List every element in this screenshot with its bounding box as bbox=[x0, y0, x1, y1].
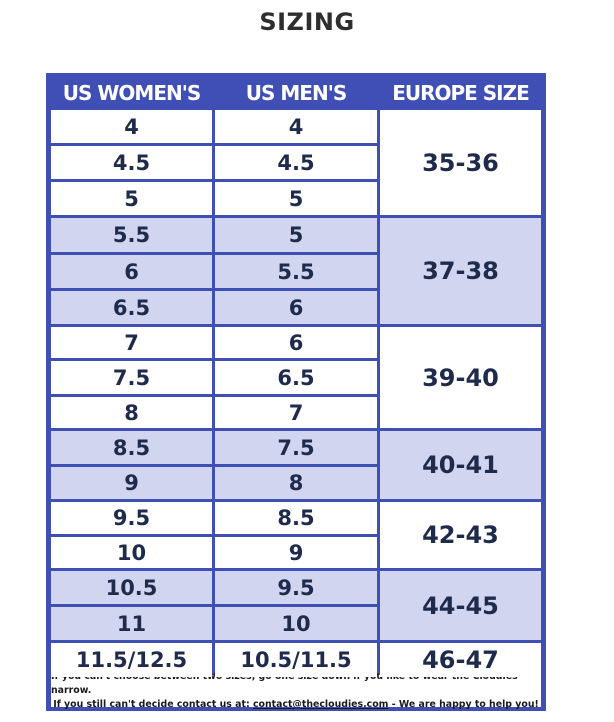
us-womens-size-cell: 4.5 bbox=[51, 146, 212, 179]
header-us-mens: US MEN'S bbox=[245, 80, 347, 105]
us-womens-size-cell: 10 bbox=[51, 537, 212, 568]
us-mens-size-cell: 8 bbox=[215, 467, 377, 499]
size-chart-table: If you can't choose between two sizes, g… bbox=[46, 73, 546, 711]
us-mens-size-cell: 4 bbox=[215, 110, 377, 143]
us-womens-size-cell: 8.5 bbox=[51, 431, 212, 464]
us-mens-size-cell: 5.5 bbox=[215, 255, 377, 288]
header-us-womens: US WOMEN'S bbox=[62, 80, 202, 105]
europe-size-cell: 35-36 bbox=[380, 110, 541, 215]
page-title: SIZING bbox=[259, 8, 355, 36]
contact-email-link[interactable]: contact@thecloudies.com bbox=[252, 699, 389, 710]
us-mens-size-cell: 10 bbox=[215, 607, 377, 640]
us-mens-size-cell: 10.5/11.5 bbox=[215, 643, 377, 677]
us-mens-size-cell: 5 bbox=[215, 182, 377, 215]
us-mens-size-cell: 4.5 bbox=[215, 146, 377, 179]
us-womens-size-cell: 5 bbox=[51, 182, 212, 215]
us-mens-size-cell: 6 bbox=[215, 291, 377, 324]
us-womens-size-cell: 10.5 bbox=[51, 571, 212, 604]
europe-size-cell: 42-43 bbox=[380, 502, 541, 568]
header-europe-size: EUROPE SIZE bbox=[392, 80, 530, 105]
us-womens-size-cell: 6 bbox=[51, 255, 212, 288]
us-womens-size-cell: 7 bbox=[51, 327, 212, 358]
us-womens-size-cell: 4 bbox=[51, 110, 212, 143]
us-mens-size-cell: 9 bbox=[215, 537, 377, 568]
us-mens-size-cell: 6.5 bbox=[215, 361, 377, 394]
us-womens-size-cell: 9.5 bbox=[51, 502, 212, 534]
us-mens-size-cell: 7 bbox=[215, 397, 377, 428]
size-advice-note: If you can't choose between two sizes, g… bbox=[51, 671, 541, 710]
us-womens-size-cell: 5.5 bbox=[51, 218, 212, 252]
us-mens-size-cell: 5 bbox=[215, 218, 377, 252]
advice-line-2-suffix: - We are happy to help you! bbox=[388, 699, 539, 710]
us-womens-size-cell: 6.5 bbox=[51, 291, 212, 324]
advice-line-2-prefix: If you still can't decide contact us at: bbox=[53, 699, 253, 710]
europe-size-cell: 39-40 bbox=[380, 327, 541, 428]
us-womens-size-cell: 8 bbox=[51, 397, 212, 428]
us-mens-size-cell: 6 bbox=[215, 327, 377, 358]
us-mens-size-cell: 7.5 bbox=[215, 431, 377, 464]
us-womens-size-cell: 7.5 bbox=[51, 361, 212, 394]
us-womens-size-cell: 9 bbox=[51, 467, 212, 499]
us-womens-size-cell: 11.5/12.5 bbox=[51, 643, 212, 677]
us-mens-size-cell: 9.5 bbox=[215, 571, 377, 604]
us-womens-size-cell: 11 bbox=[51, 607, 212, 640]
europe-size-cell: 37-38 bbox=[380, 218, 541, 324]
advice-line-2: If you still can't decide contact us at:… bbox=[53, 698, 539, 712]
europe-size-cell: 40-41 bbox=[380, 431, 541, 499]
europe-size-cell: 44-45 bbox=[380, 571, 541, 640]
us-mens-size-cell: 8.5 bbox=[215, 502, 377, 534]
europe-size-cell: 46-47 bbox=[380, 643, 541, 677]
